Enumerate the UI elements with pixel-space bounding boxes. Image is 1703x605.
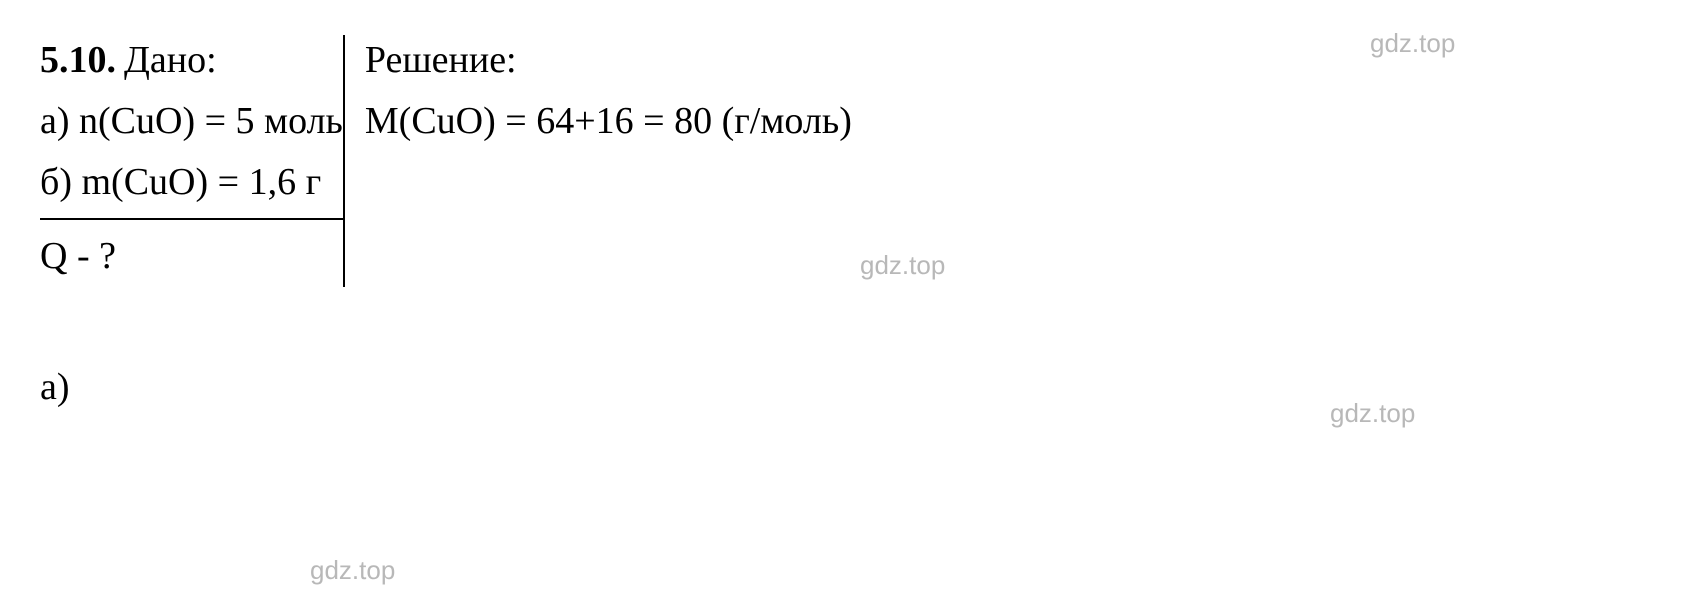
solution-line-1: M(CuO) = 64+16 = 80 (г/моль) — [365, 91, 852, 152]
given-line-a: а) n(CuO) = 5 моль — [40, 91, 343, 152]
watermark-3: gdz.top — [1330, 398, 1415, 429]
given-line-b: б) m(CuO) = 1,6 г — [40, 152, 343, 213]
given-header-line: 5.10. Дано: — [40, 30, 343, 91]
problem-solution-row: 5.10. Дано: а) n(CuO) = 5 моль б) m(CuO)… — [40, 30, 1663, 287]
horizontal-divider — [40, 218, 343, 220]
problem-number: 5.10. — [40, 30, 116, 91]
solution-label: Решение: — [365, 30, 852, 91]
given-label: Дано: — [124, 30, 217, 91]
question-line: Q - ? — [40, 226, 343, 287]
watermark-2: gdz.top — [860, 250, 945, 281]
bottom-section: а) — [40, 357, 1663, 418]
page-container: 5.10. Дано: а) n(CuO) = 5 моль б) m(CuO)… — [40, 30, 1663, 418]
given-column: 5.10. Дано: а) n(CuO) = 5 моль б) m(CuO)… — [40, 30, 343, 287]
watermark-1: gdz.top — [1370, 28, 1455, 59]
watermark-4: gdz.top — [310, 555, 395, 586]
bottom-label: а) — [40, 357, 1663, 418]
solution-column: Решение: M(CuO) = 64+16 = 80 (г/моль) — [345, 30, 852, 152]
